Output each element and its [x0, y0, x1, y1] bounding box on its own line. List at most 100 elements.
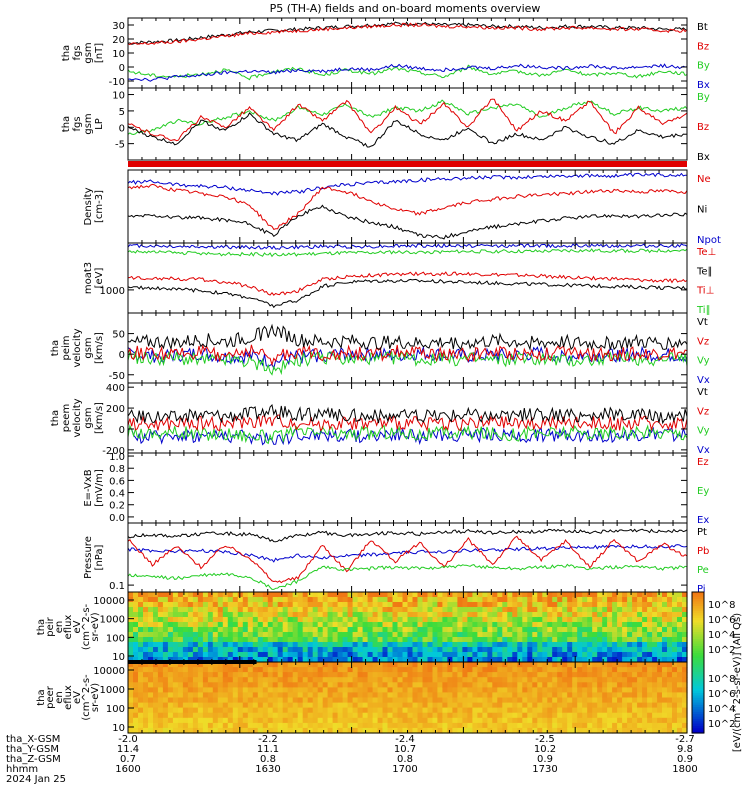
spectrogram-cell: [572, 707, 578, 714]
spectrogram-cell: [197, 682, 204, 688]
spectrogram-cell: [287, 602, 294, 608]
spectrogram-cell: [607, 657, 613, 663]
spectrogram-cell: [237, 597, 244, 603]
spectrogram-cell: [677, 692, 683, 699]
spectrogram-cell: [267, 612, 274, 618]
spectrogram-cell: [472, 677, 478, 683]
spectrogram-cell: [382, 602, 389, 608]
spectrogram-cell: [292, 697, 299, 704]
spectrogram-cell: [527, 637, 533, 643]
spectrogram-cell: [367, 677, 374, 683]
spectrogram-cell: [222, 697, 229, 704]
spectrogram-cell: [432, 617, 439, 623]
spectrogram-cell: [357, 632, 364, 638]
spectrogram-cell: [607, 592, 613, 598]
spectrogram-cell: [387, 662, 394, 668]
footer-value: -2.2: [258, 734, 278, 745]
spectrogram-cell: [272, 602, 279, 608]
spectrogram-cell: [552, 677, 558, 683]
spectrogram-cell: [192, 647, 199, 653]
spectrogram-cell: [307, 657, 314, 663]
spectrogram-cell: [567, 602, 573, 608]
spectrogram-cell: [627, 672, 633, 678]
spectrogram-cell: [617, 727, 623, 734]
spectrogram-cell: [272, 702, 279, 709]
spectrogram-cell: [432, 612, 439, 618]
spectrogram-cell: [447, 657, 453, 663]
spectrogram-cell: [332, 717, 339, 724]
colorbar-step: [692, 643, 704, 647]
spectrogram-cell: [242, 727, 249, 734]
y-tick-label: 0: [119, 123, 125, 134]
spectrogram-cell: [682, 682, 688, 688]
spectrogram-cell: [627, 682, 633, 688]
spectrogram-cell: [462, 702, 468, 709]
spectrogram-cell: [677, 637, 683, 643]
spectrogram-cell: [587, 712, 593, 719]
spectrogram-cell: [432, 712, 439, 719]
spectrogram-cell: [272, 637, 279, 643]
spectrogram-cell: [612, 682, 618, 688]
spectrogram-cell: [422, 657, 429, 663]
spectrogram-cell: [337, 637, 344, 643]
spectrogram-cell: [597, 612, 603, 618]
y-axis-label: gsm: [83, 407, 94, 428]
colorbar-step: [692, 676, 704, 680]
spectrogram-cell: [432, 607, 439, 613]
spectrogram-cell: [397, 722, 404, 729]
spectrogram-cell: [377, 647, 384, 653]
spectrogram-cell: [207, 642, 214, 648]
spectrogram-cell: [237, 692, 244, 699]
spectrogram-cell: [242, 687, 249, 694]
colorbar-step: [692, 655, 704, 659]
spectrogram-cell: [172, 607, 179, 613]
spectrogram-cell: [592, 602, 598, 608]
spectrogram-cell: [192, 607, 199, 613]
spectrogram-cell: [597, 707, 603, 714]
spectrogram-cell: [352, 617, 359, 623]
spectrogram-cell: [537, 597, 543, 603]
spectrogram-cell: [607, 662, 613, 668]
spectrogram-cell: [332, 722, 339, 729]
spectrogram-cell: [302, 707, 309, 714]
spectrogram-cell: [492, 632, 498, 638]
spectrogram-cell: [312, 727, 319, 734]
spectrogram-cell: [662, 702, 668, 709]
spectrogram-cell: [153, 672, 159, 678]
spectrogram-cell: [167, 652, 174, 658]
spectrogram-cell: [143, 702, 149, 709]
spectrogram-cell: [222, 667, 229, 673]
spectrogram-cell: [197, 687, 204, 694]
colorbar-step: [692, 620, 704, 624]
legend-entry: Vz: [697, 336, 709, 347]
spectrogram-cell: [502, 652, 508, 658]
spectrogram-cell: [222, 627, 229, 633]
spectrogram-cell: [382, 667, 389, 673]
spectrogram-cell: [182, 622, 189, 628]
spectrogram-cell: [457, 712, 463, 719]
spectrogram-cell: [247, 612, 254, 618]
spectrogram-cell: [582, 622, 588, 628]
spectrogram-cell: [312, 602, 319, 608]
spectrogram-cell: [128, 697, 134, 704]
spectrogram-cell: [467, 662, 473, 668]
spectrogram-cell: [307, 652, 314, 658]
spectrogram-cell: [352, 642, 359, 648]
spectrogram-cell: [367, 622, 374, 628]
spectrogram-cell: [252, 642, 259, 648]
spectrogram-cell: [637, 597, 643, 603]
spectrogram-cell: [362, 707, 369, 714]
spectrogram-cell: [133, 692, 139, 699]
spectrogram-cell: [482, 712, 488, 719]
spectrogram-cell: [157, 687, 164, 694]
spectrogram-cell: [677, 687, 683, 694]
spectrogram-cell: [347, 637, 354, 643]
spectrogram-cell: [352, 632, 359, 638]
spectrogram-cell: [282, 667, 289, 673]
spectrogram-cell: [472, 697, 478, 704]
series-line-green: [127, 424, 688, 445]
spectrogram-cell: [197, 667, 204, 673]
spectrogram-cell: [133, 652, 139, 658]
footer-value: 0.7: [120, 754, 136, 765]
spectrogram-cell: [267, 667, 274, 673]
